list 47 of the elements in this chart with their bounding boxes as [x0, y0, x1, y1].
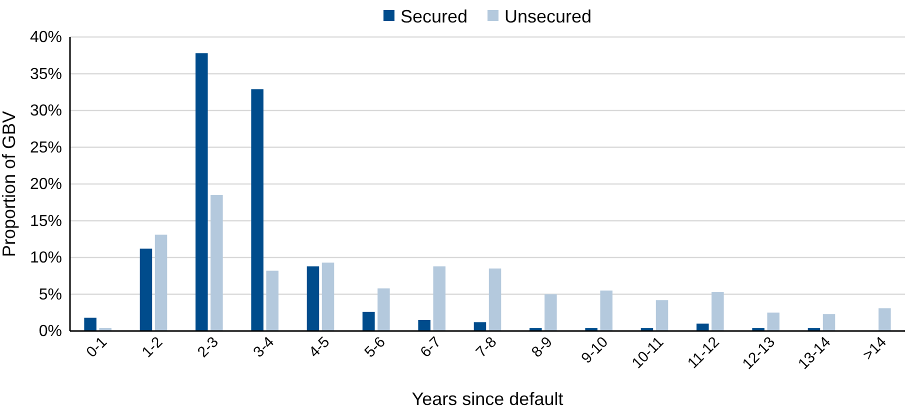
bar	[488, 268, 502, 331]
bar	[767, 312, 780, 331]
bar	[822, 314, 836, 331]
bar	[712, 292, 724, 331]
bar	[878, 308, 891, 331]
y-tick-label: 0%	[38, 323, 62, 340]
bar	[154, 234, 168, 331]
y-tick-label: 5%	[38, 286, 62, 304]
bar	[418, 320, 430, 331]
x-tick-label: 9-10	[578, 334, 612, 367]
bar	[322, 262, 334, 331]
y-tick-label: 15%	[30, 212, 62, 230]
x-tick-label: 5-6	[361, 334, 389, 361]
y-tick-label: 40%	[30, 29, 62, 46]
y-tick-label: 20%	[30, 176, 62, 194]
x-tick-label: >14	[860, 334, 890, 364]
bar	[306, 266, 320, 331]
x-tick-label: 7-8	[472, 334, 500, 361]
bar	[600, 290, 612, 331]
legend-label: Secured	[400, 6, 468, 26]
x-tick-label: 4-5	[306, 334, 334, 361]
legend-label: Unsecured	[504, 6, 592, 26]
y-tick-label: 10%	[30, 250, 62, 267]
bar	[433, 266, 446, 331]
bar	[196, 53, 208, 331]
y-tick-label: 25%	[30, 139, 62, 156]
bar	[266, 270, 278, 331]
x-tick-label: 2-3	[194, 334, 222, 361]
x-tick-label: 0-1	[83, 334, 110, 361]
x-tick-label: 6-7	[417, 334, 444, 361]
bar	[544, 294, 557, 331]
bar	[210, 195, 223, 331]
x-tick-label: 1-2	[138, 334, 166, 361]
bar	[140, 248, 152, 331]
bar	[362, 312, 375, 331]
bar	[474, 322, 486, 331]
bar	[696, 324, 709, 331]
x-axis-title: Years since default	[412, 389, 564, 409]
x-tick-label: 8-9	[528, 334, 556, 361]
bar	[251, 89, 264, 331]
bar	[378, 288, 390, 331]
bar	[656, 300, 668, 331]
y-tick-label: 30%	[30, 102, 62, 120]
y-tick-label: 35%	[30, 66, 62, 83]
bar	[84, 318, 96, 331]
x-tick-label: 3-4	[250, 334, 278, 361]
y-axis-title: Proportion of GBV	[0, 110, 19, 258]
